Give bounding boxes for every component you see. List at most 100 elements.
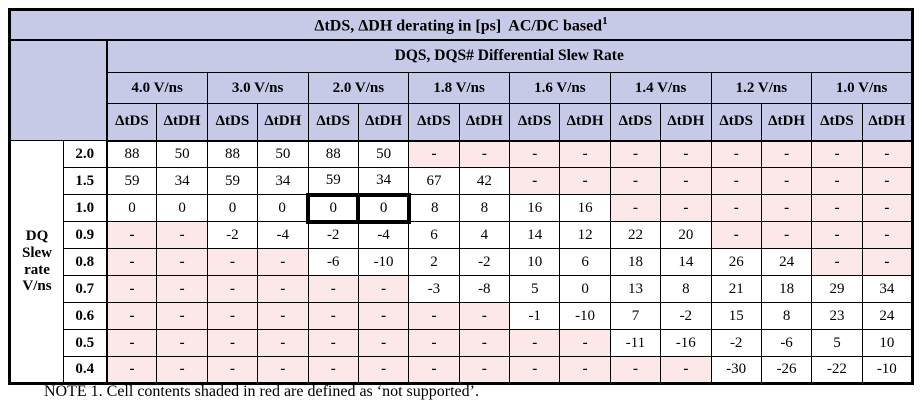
data-cell: 29 xyxy=(811,275,863,303)
data-cell-not-supported: - xyxy=(206,248,259,276)
data-cell-not-supported: - xyxy=(156,356,208,384)
data-cell-not-supported: - xyxy=(357,329,410,357)
table-row: 0.4- - - - - - - - - - - - -30 -26 -22 -10 xyxy=(10,356,914,384)
slew-column-header: 1.6 V/ns xyxy=(509,72,611,104)
data-cell: -30 xyxy=(710,356,762,384)
data-cell: 8 xyxy=(458,194,511,222)
row-axis-label: DQ Slew rate V/ns xyxy=(9,140,64,384)
data-cell: 0 xyxy=(305,192,361,224)
data-cell-not-supported: - xyxy=(609,356,662,384)
data-cell: 5 xyxy=(508,275,561,303)
data-cell-not-supported: - xyxy=(811,140,863,168)
data-cell: 24 xyxy=(861,302,914,330)
corner-cell xyxy=(9,39,108,141)
data-cell: 24 xyxy=(760,248,813,276)
sub-column-header: ΔtDH xyxy=(660,103,712,142)
data-cell-not-supported: - xyxy=(710,194,762,222)
data-cell: 88 xyxy=(307,140,359,168)
data-cell-not-supported: - xyxy=(408,302,460,330)
data-cell: 10 xyxy=(861,329,914,357)
data-cell: -10 xyxy=(357,248,410,276)
data-cell: -4 xyxy=(257,221,309,249)
data-cell-not-supported: - xyxy=(156,329,208,357)
data-cell: 34 xyxy=(257,167,309,195)
data-cell: -2 xyxy=(206,221,259,249)
data-cell-not-supported: - xyxy=(508,140,561,168)
data-cell-not-supported: - xyxy=(105,329,158,357)
data-cell-not-supported: - xyxy=(710,167,762,195)
data-cell-not-supported: - xyxy=(357,356,410,384)
sub-column-header: ΔtDS xyxy=(206,103,259,142)
table-row: 1.5 59 34 59 34 59 34 67 42- - - - - - - - xyxy=(10,167,914,195)
data-cell-not-supported: - xyxy=(105,248,158,276)
data-cell: -2 xyxy=(458,248,511,276)
data-cell: 7 xyxy=(609,302,662,330)
data-cell: 59 xyxy=(105,167,158,195)
data-cell: -1 xyxy=(508,302,561,330)
row-label: 1.0 xyxy=(63,194,108,222)
row-label: 0.5 xyxy=(63,329,108,357)
sub-column-header: ΔtDS xyxy=(508,103,561,142)
slew-column-header: 4.0 V/ns xyxy=(106,72,208,104)
row-label: 0.7 xyxy=(63,275,108,303)
sub-header-row: ΔtDS ΔtDH ΔtDS ΔtDH ΔtDS ΔtDH ΔtDS ΔtDH ΔtDS ΔtDH… xyxy=(10,103,914,142)
data-cell: 8 xyxy=(660,275,712,303)
data-cell: 13 xyxy=(609,275,662,303)
data-cell: 18 xyxy=(760,275,813,303)
data-cell-not-supported: - xyxy=(660,194,712,222)
data-cell: 6 xyxy=(408,221,460,249)
table-row: DQ Slew rate V/ns 2.0 88 50 88 50 88 50- - - - - - - -… xyxy=(9,140,914,384)
sub-column-header: ΔtDH xyxy=(357,103,410,142)
data-cell-not-supported: - xyxy=(660,167,712,195)
data-cell-not-supported: - xyxy=(357,302,410,330)
data-cell: 18 xyxy=(609,248,662,276)
table-row: 0.6- - - - - - - - -1 -10 7 -2 15 8 23 24 xyxy=(10,302,914,330)
slew-header-row: 4.0 V/ns 3.0 V/ns 2.0 V/ns 1.8 V/ns 1.6 V/ns… xyxy=(10,72,913,104)
sub-column-header: ΔtDH xyxy=(861,103,914,142)
derating-table: ΔtDS, ΔDH derating in [ps] AC/DC based1 … xyxy=(8,8,914,385)
data-cell-not-supported: - xyxy=(710,221,762,249)
data-cell: -2 xyxy=(660,302,712,330)
data-cell-not-supported: - xyxy=(760,194,813,222)
row-label: 0.6 xyxy=(63,302,108,330)
row-label: 1.5 xyxy=(63,167,108,195)
data-cell-not-supported: - xyxy=(156,275,208,303)
data-cell: -2 xyxy=(710,329,762,357)
data-cell-not-supported: - xyxy=(458,356,511,384)
data-cell-not-supported: - xyxy=(105,275,158,303)
table-title: ΔtDS, ΔDH derating in [ps] AC/DC based1 xyxy=(9,9,913,41)
data-cell: 8 xyxy=(760,302,813,330)
data-cell-not-supported: - xyxy=(307,329,359,357)
data-cell: -10 xyxy=(861,356,914,384)
data-cell-not-supported: - xyxy=(609,194,662,222)
data-cell: 34 xyxy=(861,275,914,303)
table-row: 0.9- - -2 -4 -2 -4 6 4 14 12 22 20- - - - xyxy=(10,221,914,249)
data-cell: 14 xyxy=(508,221,561,249)
slew-column-header: 1.8 V/ns xyxy=(408,72,510,104)
data-cell-not-supported: - xyxy=(105,221,158,249)
data-cell-not-supported: - xyxy=(257,302,309,330)
data-cell: -4 xyxy=(357,221,410,249)
data-cell-not-supported: - xyxy=(257,329,309,357)
data-cell: 34 xyxy=(156,167,208,195)
data-cell: -10 xyxy=(559,302,611,330)
data-cell: 14 xyxy=(660,248,712,276)
sub-column-header: ΔtDS xyxy=(811,103,863,142)
data-cell: 0 xyxy=(156,194,208,222)
data-cell-not-supported: - xyxy=(307,275,359,303)
data-cell-not-supported: - xyxy=(156,248,208,276)
table-row: 0.5- - - - - - - - - - -11 -16 -2 -6 5 10 xyxy=(10,329,914,357)
data-cell: -11 xyxy=(609,329,662,357)
data-cell-not-supported: - xyxy=(861,221,914,249)
data-cell: 50 xyxy=(156,140,208,168)
dqs-slew-rate-group-header: DQS, DQS# Differential Slew Rate xyxy=(106,39,913,73)
data-cell: -3 xyxy=(408,275,460,303)
data-cell-not-supported: - xyxy=(357,275,410,303)
row-label: 0.4 xyxy=(63,356,108,384)
data-cell-not-supported: - xyxy=(559,167,611,195)
data-cell-not-supported: - xyxy=(408,329,460,357)
data-cell-not-supported: - xyxy=(760,221,813,249)
sub-column-header: ΔtDS xyxy=(105,103,158,142)
sub-column-header: ΔtDS xyxy=(609,103,662,142)
